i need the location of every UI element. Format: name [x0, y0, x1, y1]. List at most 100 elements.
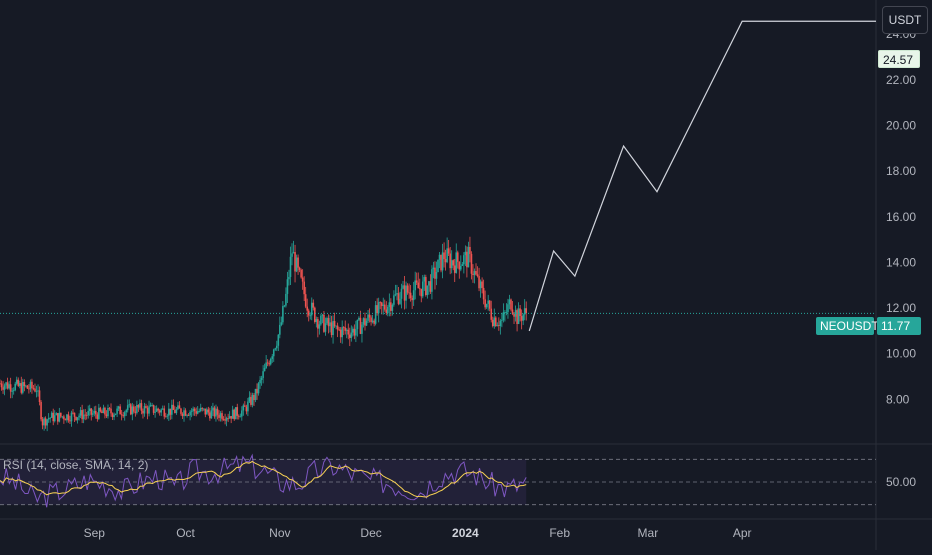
candle-body — [0, 383, 1, 385]
candle-body — [496, 325, 499, 326]
candle-body — [286, 279, 289, 294]
candle-body — [260, 377, 263, 380]
candle-body — [421, 281, 424, 297]
time-axis[interactable]: Sep Oct Nov Dec 2024 Feb Mar Apr — [84, 526, 752, 540]
candle-body — [396, 293, 398, 295]
candle-body — [175, 409, 178, 414]
currency-button[interactable]: USDT — [882, 6, 928, 34]
candle-body — [394, 294, 397, 296]
candle-body — [505, 312, 508, 313]
candle-body — [158, 410, 161, 413]
candle-body — [493, 317, 496, 327]
candle-body — [247, 401, 249, 412]
candle-body — [166, 415, 169, 417]
candle-body — [461, 264, 464, 266]
candle-body — [420, 288, 423, 297]
candle-body — [61, 416, 64, 418]
candle-body — [256, 388, 258, 394]
candle-body — [190, 411, 193, 413]
candle-body — [318, 324, 321, 329]
candle-body — [189, 411, 191, 416]
candle-body — [125, 410, 128, 413]
candle-body — [481, 281, 483, 288]
candle-body — [285, 293, 287, 306]
candle-body — [207, 409, 210, 413]
projection-line[interactable] — [528, 20, 876, 332]
candle-body — [230, 416, 232, 419]
candle-body — [385, 309, 388, 314]
candle-body — [368, 314, 371, 318]
candle-body — [300, 269, 302, 278]
candle-body — [306, 306, 309, 311]
candle-body — [317, 319, 319, 329]
candle-body — [123, 412, 126, 417]
candle-body — [429, 281, 432, 292]
candle-body — [180, 408, 182, 414]
candle-body — [504, 312, 506, 313]
candle-body — [332, 320, 334, 336]
candle-body — [241, 410, 243, 417]
candle-body — [126, 405, 129, 411]
candle-body — [411, 298, 413, 301]
candle-body — [511, 309, 514, 314]
candle-body — [412, 290, 415, 301]
candle-body — [358, 317, 360, 320]
candle-body — [107, 407, 109, 417]
candle-body — [498, 325, 500, 326]
x-tick-label: Sep — [84, 526, 106, 540]
candle-body — [275, 345, 278, 349]
candle-body — [402, 285, 404, 289]
rsi-legend[interactable]: RSI (14, close, SMA, 14, 2) — [3, 458, 149, 472]
candle-body — [476, 274, 479, 277]
candle-body — [174, 409, 176, 414]
candle-body — [254, 388, 257, 401]
last-price-label: 11.77 — [877, 317, 921, 335]
candle-body — [67, 414, 70, 421]
candle-body — [98, 407, 100, 419]
candle-body — [151, 404, 153, 406]
candle-body — [364, 318, 366, 326]
candle-body — [171, 404, 173, 415]
y-tick-label: 16.00 — [886, 210, 916, 224]
candle-body — [93, 410, 96, 414]
y-tick-label: 8.00 — [886, 392, 910, 406]
y-tick-label: 14.00 — [886, 255, 916, 269]
candle-body — [198, 411, 201, 412]
candle-body — [224, 419, 226, 421]
candle-body — [437, 259, 439, 273]
price-axis[interactable]: 8.0010.0012.0014.0016.0018.0020.0022.002… — [886, 27, 916, 406]
candle-body — [271, 356, 274, 359]
candle-body — [520, 316, 523, 321]
candle-body — [455, 252, 458, 273]
candle-body — [345, 329, 348, 331]
candle-body — [184, 410, 187, 416]
candle-body — [356, 319, 359, 330]
candle-body — [242, 405, 245, 411]
candle-body — [519, 308, 521, 317]
candle-body — [6, 382, 9, 389]
candle-body — [25, 385, 27, 387]
candle-body — [95, 410, 97, 415]
candle-body — [482, 287, 485, 300]
candle-body — [456, 252, 459, 262]
candle-body — [88, 408, 91, 411]
candle-body — [473, 271, 476, 276]
candle-body — [383, 304, 386, 310]
candle-body — [142, 410, 144, 414]
candle-body — [76, 417, 79, 420]
candle-body — [323, 314, 325, 332]
candle-body — [295, 257, 298, 272]
candle-body — [202, 408, 205, 410]
candle-body — [458, 261, 461, 270]
candle-body — [377, 302, 380, 314]
candle-body — [444, 259, 447, 263]
candle-body — [265, 362, 267, 369]
candle-body — [102, 407, 105, 414]
candle-body — [164, 416, 167, 418]
candle-body — [225, 418, 228, 421]
candle-body — [0, 383, 3, 388]
candle-body — [187, 415, 190, 416]
candle-body — [40, 402, 42, 420]
